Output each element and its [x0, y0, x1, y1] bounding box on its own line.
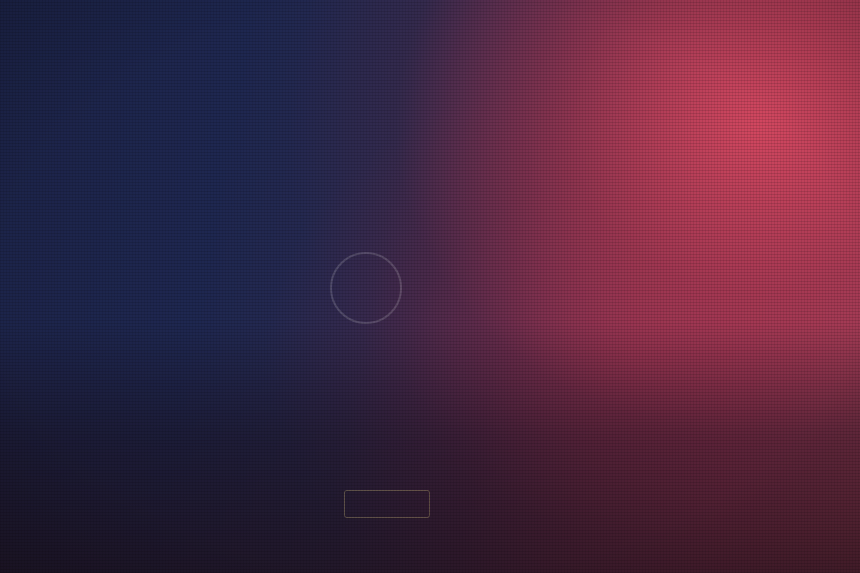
background-bottom-shade — [0, 323, 860, 573]
